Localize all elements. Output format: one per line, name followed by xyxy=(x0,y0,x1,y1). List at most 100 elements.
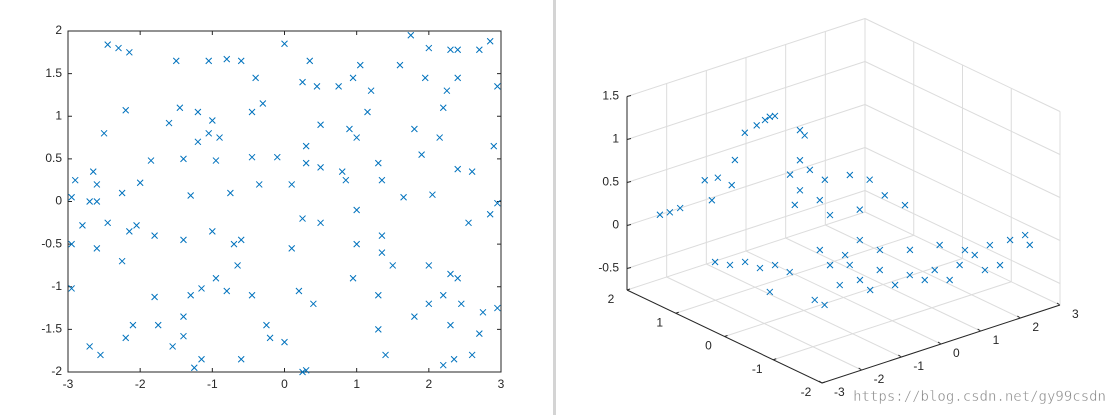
point xyxy=(676,204,684,212)
point xyxy=(180,236,187,244)
z-tick-label: 0 xyxy=(612,218,619,232)
point xyxy=(811,296,819,304)
z-tick-mark xyxy=(626,267,632,269)
point xyxy=(93,181,101,188)
grid-line xyxy=(675,234,914,314)
y-tick-label: -2 xyxy=(51,364,62,378)
point xyxy=(100,129,108,137)
point xyxy=(881,192,889,199)
point xyxy=(353,240,361,248)
axes-background xyxy=(68,31,501,372)
point xyxy=(68,285,75,292)
y-tick-label: 0.5 xyxy=(45,151,62,165)
z-tick-mark xyxy=(626,181,632,183)
point xyxy=(317,121,324,129)
point xyxy=(468,351,476,359)
point xyxy=(180,313,187,320)
point xyxy=(996,261,1004,269)
grid-line xyxy=(626,104,866,183)
point xyxy=(846,171,854,179)
grid-line xyxy=(773,281,1012,361)
x-tick-label: 0 xyxy=(281,377,288,391)
y-tick-label: -1.5 xyxy=(41,322,62,336)
point xyxy=(701,176,709,184)
y-tick-label: 1 xyxy=(656,315,663,329)
y-tick-label: 0 xyxy=(705,339,712,353)
point xyxy=(190,364,198,372)
point xyxy=(425,262,433,269)
point xyxy=(147,157,155,164)
point xyxy=(338,168,346,176)
point xyxy=(454,165,462,173)
grid-line xyxy=(864,190,1061,284)
point xyxy=(248,153,256,161)
point xyxy=(454,74,462,82)
point xyxy=(418,151,425,158)
point xyxy=(104,219,112,227)
point xyxy=(223,287,231,295)
z-tick-label: 0.5 xyxy=(602,175,619,189)
point xyxy=(486,37,494,45)
point xyxy=(856,236,864,244)
x-tick-label: -1 xyxy=(207,377,218,391)
grid-line xyxy=(864,61,1061,155)
point xyxy=(1021,231,1029,239)
point xyxy=(761,116,769,124)
point xyxy=(302,366,310,374)
point xyxy=(118,189,126,197)
point xyxy=(353,206,361,214)
point xyxy=(443,87,451,95)
point xyxy=(248,291,256,299)
point xyxy=(133,222,140,229)
point xyxy=(353,134,361,141)
point xyxy=(252,74,259,82)
grid-line xyxy=(724,258,963,337)
point xyxy=(382,351,389,359)
x-tick-label: -2 xyxy=(135,377,146,391)
point xyxy=(263,321,270,329)
axis-line xyxy=(626,289,823,384)
point xyxy=(479,308,487,316)
point xyxy=(741,258,749,266)
point xyxy=(821,176,829,184)
point xyxy=(425,300,433,308)
point xyxy=(771,112,779,120)
point xyxy=(1006,236,1014,244)
point xyxy=(486,210,494,218)
y-tick-label: 2 xyxy=(608,292,615,306)
z-tick-mark xyxy=(626,95,632,97)
point xyxy=(400,193,407,201)
grid-line xyxy=(626,147,866,226)
point xyxy=(299,368,306,376)
point xyxy=(826,261,834,269)
point xyxy=(349,274,357,282)
x-tick-label: 3 xyxy=(1072,307,1079,321)
y-tick-label: -0.5 xyxy=(41,236,62,250)
point xyxy=(86,198,94,205)
point xyxy=(234,262,241,269)
point xyxy=(212,157,220,164)
point xyxy=(981,266,989,274)
point xyxy=(447,270,454,278)
point xyxy=(856,276,864,284)
point xyxy=(205,57,213,65)
point xyxy=(921,276,929,284)
point xyxy=(465,219,472,227)
point xyxy=(172,57,180,65)
point xyxy=(447,46,454,54)
x-tick-label: -2 xyxy=(874,372,885,386)
point xyxy=(936,241,944,249)
point xyxy=(796,186,804,194)
point xyxy=(302,159,310,167)
point xyxy=(310,300,317,308)
point xyxy=(756,264,764,272)
y-tick-label: 1.5 xyxy=(45,66,62,80)
x-tick-label: 1 xyxy=(993,333,1000,347)
point xyxy=(288,181,296,188)
point xyxy=(796,156,804,164)
point xyxy=(714,174,722,182)
z-tick-label: -0.5 xyxy=(598,261,619,275)
point xyxy=(766,288,774,296)
point xyxy=(259,100,267,107)
point xyxy=(68,240,75,248)
